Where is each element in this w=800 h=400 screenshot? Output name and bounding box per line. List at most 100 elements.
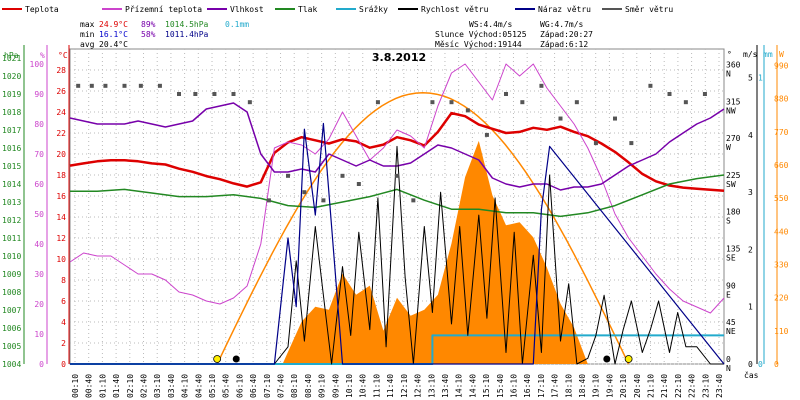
wind-direction-point	[702, 92, 707, 96]
wind-direction-point	[449, 100, 454, 105]
solar-theoretical-curve	[216, 91, 630, 365]
x-tick-label: 15:40	[496, 374, 505, 398]
x-tick-label: 13:10	[427, 374, 436, 398]
wm2-tick-label: 330	[774, 261, 789, 270]
hpa-tick-label: 1011	[2, 234, 21, 243]
wm2-tick-label: 990	[774, 62, 789, 71]
wm2-tick-label: 550	[774, 194, 789, 203]
x-tick-label: 17:40	[551, 374, 560, 398]
wm2-tick-label: 880	[774, 95, 789, 104]
x-tick-label: 04:10	[181, 374, 190, 398]
wind-direction-point	[430, 100, 435, 105]
dir-compass-label: NE	[726, 327, 736, 336]
chart-title: 3.8.2012	[372, 51, 426, 64]
solar-radiation-area	[70, 140, 724, 364]
x-tick-label: 00:40	[85, 374, 94, 398]
series-lines	[69, 63, 725, 365]
hpa-tick-label: 1014	[2, 180, 21, 189]
stats-max-label: max	[80, 20, 95, 29]
wind-direction-point	[375, 100, 380, 105]
dir-axis-unit: °	[727, 50, 732, 59]
hpa-tick-label: 1017	[2, 126, 21, 135]
stats-min-press: 1011.4hPa	[165, 30, 209, 39]
pct-tick-label: 30	[34, 270, 44, 279]
wind-direction-point	[520, 100, 525, 105]
x-tick-label: 04:40	[194, 374, 203, 398]
stats-avg-temp: 20.4°C	[99, 40, 128, 49]
dir-tick-label: 360	[726, 60, 741, 69]
wind-direction-point	[667, 92, 672, 96]
degc-tick-label: 24	[56, 108, 66, 117]
degc-tick-label: 14	[56, 213, 66, 222]
pct-tick-label: 10	[34, 330, 44, 339]
wind-direction-point	[138, 83, 143, 88]
x-tick-label: 14:40	[468, 374, 477, 398]
series-line	[69, 111, 725, 193]
degc-tick-label: 4	[61, 318, 66, 327]
x-tick-label: 16:40	[523, 374, 532, 398]
wind-direction-point	[340, 173, 345, 178]
x-tick-label: 20:10	[619, 374, 628, 398]
x-tick-label: 21:40	[660, 374, 669, 398]
stats-min-label: min	[80, 30, 95, 39]
dir-compass-label: E	[726, 290, 731, 299]
wind-direction-point	[484, 132, 489, 137]
wind-direction-point	[411, 198, 416, 203]
hpa-tick-label: 1020	[2, 72, 21, 81]
info-sun-set: Západ:20:27	[540, 30, 593, 39]
x-tick-label: 11:10	[372, 374, 381, 398]
x-tick-label: 09:10	[318, 374, 327, 398]
wind-direction-point	[89, 83, 94, 88]
series-line	[69, 102, 725, 191]
hpa-tick-label: 1010	[2, 252, 21, 261]
ms-tick-label: 2	[748, 245, 753, 254]
x-tick-label: 16:10	[509, 374, 518, 398]
wind-direction-point	[157, 83, 162, 88]
x-tick-label: 05:40	[222, 374, 231, 398]
wind-direction-point	[286, 173, 290, 178]
wind-direction-point	[122, 83, 127, 88]
info-sun: Slunce Východ:05125	[435, 30, 527, 39]
dir-tick-label: 180	[726, 208, 741, 217]
wind-direction-point	[648, 83, 653, 88]
legend-label: Přízemní teplota	[125, 5, 202, 14]
mm-axis-unit: mm	[763, 50, 773, 59]
legend-label: Rychlost větru	[421, 5, 489, 14]
legend-label: Náraz větru	[538, 5, 591, 14]
wind-direction-point	[539, 83, 544, 88]
x-tick-label: 07:40	[277, 374, 286, 398]
x-tick-label: 01:10	[98, 374, 107, 398]
x-tick-label: 01:40	[112, 374, 121, 398]
wind-direction-point	[593, 141, 598, 146]
degc-tick-label: 28	[56, 66, 66, 75]
degc-tick-label: 12	[56, 234, 66, 243]
degc-tick-label: 0	[61, 360, 66, 369]
x-tick-label: 15:10	[482, 374, 491, 398]
dir-compass-label: S	[726, 217, 731, 226]
info-ws: WS:4.4m/s	[469, 20, 513, 29]
ms-tick-label: 5	[748, 74, 753, 83]
grid	[69, 48, 725, 365]
ms-tick-label: 1	[748, 303, 753, 312]
info-moon: Měsíc Východ:19144	[435, 40, 522, 49]
x-tick-label: 20:40	[633, 374, 642, 398]
x-tick-label: 21:10	[646, 374, 655, 398]
wm2-tick-label: 110	[774, 327, 789, 336]
degc-tick-label: 6	[61, 297, 66, 306]
x-tick-label: 14:10	[455, 374, 464, 398]
pct-tick-label: 90	[34, 90, 44, 99]
hpa-tick-label: 1007	[2, 306, 21, 315]
info-wg: WG:4.7m/s	[540, 20, 584, 29]
stats-min-temp: 16.1°C	[99, 30, 128, 39]
dir-compass-label: N	[726, 69, 731, 78]
hpa-tick-label: 1004	[2, 360, 21, 369]
x-tick-label: 03:40	[167, 374, 176, 398]
dir-tick-label: 90	[726, 281, 736, 290]
dir-tick-label: 225	[726, 171, 741, 180]
wm2-tick-label: 0	[774, 360, 779, 369]
degc-tick-label: 8	[61, 276, 66, 285]
dir-tick-label: 315	[726, 97, 741, 106]
degc-tick-label: 20	[56, 150, 66, 159]
x-tick-label: 18:40	[578, 374, 587, 398]
wind-direction-point	[231, 92, 236, 96]
